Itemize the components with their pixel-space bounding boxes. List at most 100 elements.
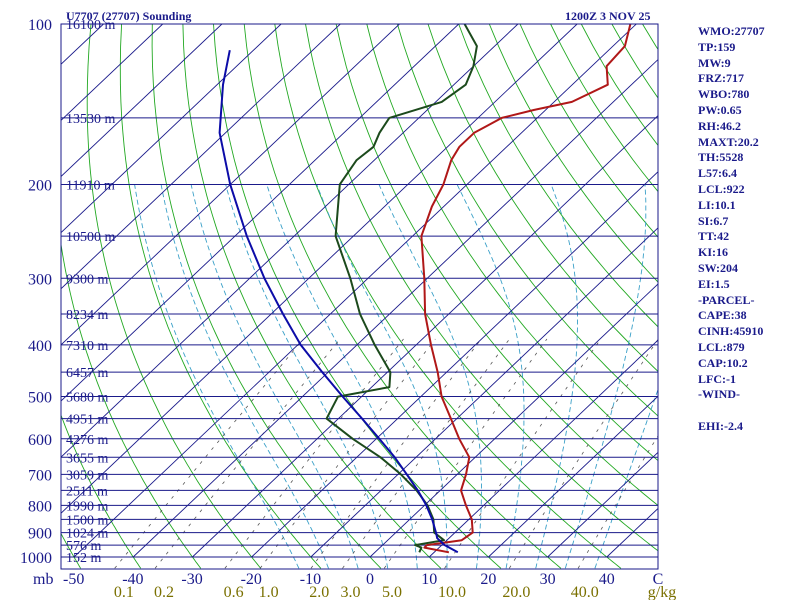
dry-adiabat-line [427,24,658,372]
temperature-tick-label: -50 [63,571,84,588]
temperature-tick-label: 20 [480,571,496,588]
isotherm-line [61,24,400,346]
index-line: -WIND- [698,387,740,402]
index-line: MW:9 [698,55,731,70]
isotherms [61,24,658,558]
isotherm-line [132,58,658,558]
temperature-tick-label: 10 [421,571,437,588]
isotherm-line [61,24,341,290]
height-label: 10500 m [66,230,116,245]
pressure-tick-label: 900 [28,526,52,543]
temperature-tick-label: -40 [122,571,143,588]
index-line: LCL:879 [698,339,745,354]
index-line: CAPE:38 [698,308,747,323]
isotherm-line [192,115,658,558]
moist-adiabat-line [378,184,482,569]
height-label: 3059 m [66,468,109,483]
index-line: LCL:922 [698,181,745,196]
moist-adiabat-line [160,184,329,569]
dry-adiabat-line [366,24,658,462]
index-line: PW:0.65 [698,102,742,117]
sounding-series [218,24,632,554]
dry-adiabat-line [213,24,502,569]
mixing-ratio-label: 1.0 [259,584,279,600]
temperature-tick-label: 30 [540,571,556,588]
moist-adiabat-line [134,184,300,569]
isotherm-line [369,283,658,558]
moist-adiabat-line [594,388,658,569]
dry-adiabat-line [396,24,658,417]
index-line: TP:159 [698,39,736,54]
pressure-tick-label: 1000 [20,550,52,567]
temperature-tick-label: -20 [241,571,262,588]
index-line: LFC:-1 [698,371,736,386]
pressure-tick-label: 700 [28,467,52,484]
parcel-line [218,50,459,554]
dry-adiabat-line [182,24,442,569]
isotherm-line [547,451,658,558]
dry-adiabat-line [61,413,142,569]
height-label: 3655 m [66,451,109,466]
index-line: TT:42 [698,229,730,244]
mixing-ratio-line [310,338,482,569]
height-label: 1990 m [66,499,109,514]
index-line: EHI:-2.4 [698,418,743,433]
dry-adiabat-line [86,24,262,569]
index-line: EI:1.5 [698,276,730,291]
mixing-ratio-line [259,338,436,569]
moist-adiabat-line [266,184,418,569]
index-line: TH:5528 [698,150,744,165]
isotherm-line [61,24,282,234]
mixing-ratio-label: 20.0 [502,584,530,600]
height-label: 11910 m [66,178,115,193]
moist-adiabats [134,184,658,569]
isotherm-line [61,24,519,458]
temperature-tick-label: -30 [181,571,202,588]
pressure-tick-label: 600 [28,432,52,449]
height-label: 576 m [66,539,102,554]
isotherm-line [488,395,658,558]
pressure-tick-label: 100 [28,17,52,34]
height-label: 7310 m [66,339,109,354]
pressure-tick-label: 800 [28,498,52,515]
temperature-tick-label: -10 [300,571,321,588]
dry-adiabat-line [305,24,658,552]
mixing-ratio-label: 2.0 [309,584,329,600]
height-label: 6457 m [66,366,109,381]
index-line [698,403,798,419]
moist-adiabat-line [190,184,359,569]
height-label: 1500 m [66,513,109,528]
mixing-ratio-label: 5.0 [382,584,402,600]
mixing-ratio-label: 3.0 [341,584,361,600]
isotherm-line [61,24,164,122]
index-line: CINH:45910 [698,324,764,339]
isotherm-line [251,171,658,558]
height-label: 2511 m [66,484,108,499]
mixing-ratio-label: 0.1 [114,584,134,600]
index-line: FRZ:717 [698,71,744,86]
height-label: 9300 m [66,272,109,287]
dry-adiabat-line [61,241,202,569]
chart-subtitle: 1200Z 3 NOV 25 [565,9,650,23]
height-label: 1024 m [66,527,109,542]
isotherm-line [73,24,637,558]
height-label: 4276 m [66,433,109,448]
mixing-ratio-label: 0.6 [224,584,244,600]
index-line: KI:16 [698,245,728,260]
plot-frame [60,23,659,570]
pressure-tick-label: 500 [28,390,52,407]
isotherm-line [310,227,658,558]
height-label: 4951 m [66,413,109,428]
mixing-ratio-line [577,435,658,569]
mixing-ratio-label: 0.2 [154,584,174,600]
height-label: 152 m [66,551,102,566]
dry-adiabat-line [458,24,658,328]
pressure-tick-label: 400 [28,338,52,355]
isotherm-line [61,24,460,402]
isotherm-line [61,24,578,514]
index-line: WBO:780 [698,87,750,102]
height-label: 16100 m [66,18,116,33]
moist-adiabat-line [316,184,448,569]
